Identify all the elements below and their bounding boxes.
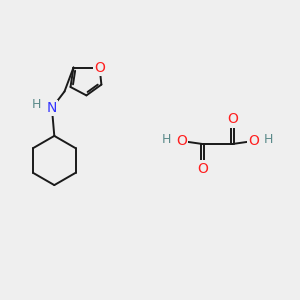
Text: O: O xyxy=(94,61,105,74)
Text: O: O xyxy=(227,112,238,126)
Text: H: H xyxy=(162,133,171,146)
Text: O: O xyxy=(248,134,259,148)
Text: O: O xyxy=(176,134,187,148)
Text: H: H xyxy=(264,133,273,146)
Text: N: N xyxy=(47,101,57,115)
Text: H: H xyxy=(32,98,41,111)
Text: O: O xyxy=(197,162,208,176)
